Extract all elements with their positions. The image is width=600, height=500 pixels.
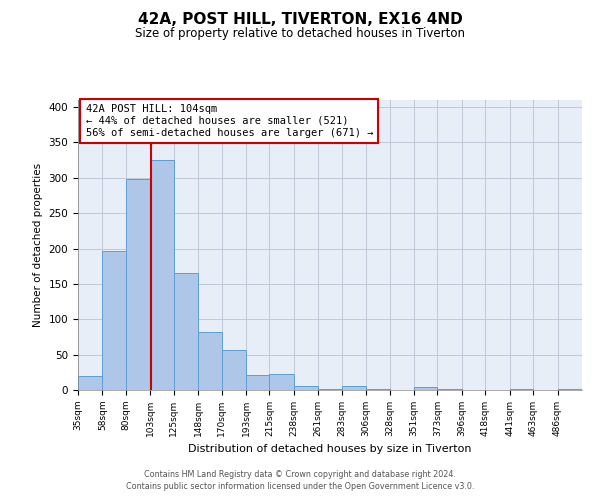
Bar	[103, 250, 126, 390]
Text: Size of property relative to detached houses in Tiverton: Size of property relative to detached ho…	[135, 28, 465, 40]
Bar	[151, 160, 173, 390]
Bar	[366, 388, 389, 390]
Text: Contains HM Land Registry data © Crown copyright and database right 2024.: Contains HM Land Registry data © Crown c…	[144, 470, 456, 479]
Bar	[319, 388, 341, 390]
Bar	[126, 179, 151, 390]
Y-axis label: Number of detached properties: Number of detached properties	[33, 163, 43, 327]
Text: 42A POST HILL: 104sqm
← 44% of detached houses are smaller (521)
56% of semi-det: 42A POST HILL: 104sqm ← 44% of detached …	[86, 104, 373, 138]
Bar	[221, 350, 246, 390]
Bar	[198, 332, 221, 390]
Bar	[341, 386, 366, 390]
X-axis label: Distribution of detached houses by size in Tiverton: Distribution of detached houses by size …	[188, 444, 472, 454]
Text: Contains public sector information licensed under the Open Government Licence v3: Contains public sector information licen…	[126, 482, 474, 491]
Bar	[414, 387, 437, 390]
Bar	[78, 376, 103, 390]
Bar	[294, 386, 319, 390]
Bar	[509, 388, 533, 390]
Bar	[173, 274, 198, 390]
Text: 42A, POST HILL, TIVERTON, EX16 4ND: 42A, POST HILL, TIVERTON, EX16 4ND	[137, 12, 463, 28]
Bar	[437, 388, 462, 390]
Bar	[246, 375, 269, 390]
Bar	[557, 388, 582, 390]
Bar	[269, 374, 294, 390]
